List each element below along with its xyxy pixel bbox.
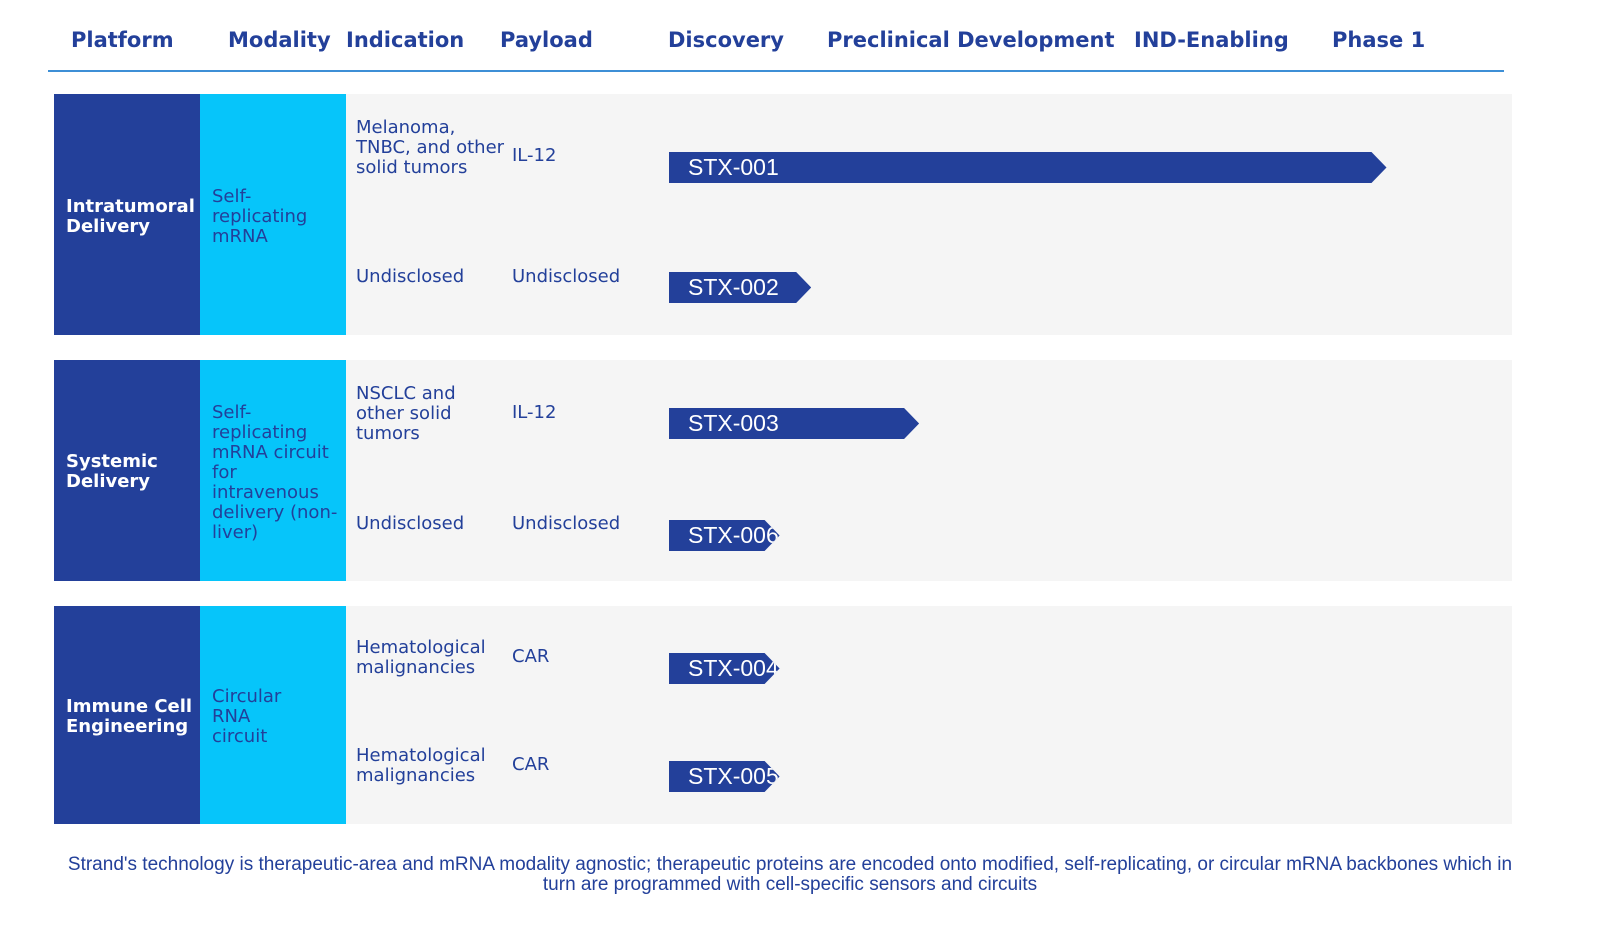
header-preclinical: Preclinical Development (827, 28, 1115, 52)
program-bar: STX-002 (669, 272, 811, 303)
indication-cell: NSCLC and other solid tumors (356, 383, 456, 444)
program-bar: STX-005 (669, 761, 780, 792)
platform-label: Intratumoral Delivery (66, 196, 195, 237)
payload-cell: IL-12 (512, 402, 557, 423)
program-label: STX-005 (688, 763, 779, 789)
platform-group: Systemic Delivery Self-replicating mRNA … (54, 360, 1512, 581)
payload-cell: CAR (512, 646, 550, 667)
platform-group: Intratumoral Delivery Self-replicating m… (54, 94, 1512, 335)
program-label: STX-002 (688, 274, 779, 300)
platform-label: Systemic Delivery (66, 451, 158, 492)
program-label: STX-001 (688, 154, 779, 180)
indication-cell: Undisclosed (356, 266, 465, 287)
modality-cell: Self-replicating mRNA (200, 94, 346, 335)
platform-cell: Systemic Delivery (54, 360, 200, 581)
program-bar: STX-003 (669, 408, 919, 439)
indication-cell: Hematological malignancies (356, 637, 486, 678)
program-bar: STX-001 (669, 152, 1387, 183)
header-discovery: Discovery (668, 28, 784, 52)
modality-label: Self-replicating mRNA (212, 186, 308, 247)
payload-cell: Undisclosed (512, 513, 621, 534)
modality-cell: Circular RNA circuit (200, 606, 346, 824)
modality-label: Circular RNA circuit (212, 686, 282, 747)
header-modality: Modality (228, 28, 331, 52)
payload-cell: Undisclosed (512, 266, 621, 287)
payload-cell: IL-12 (512, 145, 557, 166)
modality-cell: Self-replicating mRNA circuit for intrav… (200, 360, 346, 581)
indication-cell: Undisclosed (356, 513, 465, 534)
platform-group: Immune Cell Engineering Circular RNA cir… (54, 606, 1512, 824)
platform-cell: Intratumoral Delivery (54, 94, 200, 335)
payload-cell: CAR (512, 754, 550, 775)
header-ind-enabling: IND-Enabling (1134, 28, 1289, 52)
modality-label: Self-replicating mRNA circuit for intrav… (212, 402, 338, 543)
platform-cell: Immune Cell Engineering (54, 606, 200, 824)
header-platform: Platform (71, 28, 174, 52)
platform-label: Immune Cell Engineering (66, 696, 193, 737)
header-phase1: Phase 1 (1332, 28, 1426, 52)
header-divider (48, 70, 1504, 72)
program-label: STX-006 (688, 522, 779, 548)
program-label: STX-004 (688, 655, 779, 681)
header-indication: Indication (346, 28, 465, 52)
indication-cell: Melanoma, TNBC, and other solid tumors (356, 117, 505, 178)
indication-cell: Hematological malignancies (356, 745, 486, 786)
header-payload: Payload (500, 28, 593, 52)
program-bar: STX-004 (669, 653, 780, 684)
program-label: STX-003 (688, 410, 779, 436)
program-bar: STX-006 (669, 520, 780, 551)
footnote: Strand's technology is therapeutic-area … (67, 854, 1513, 895)
